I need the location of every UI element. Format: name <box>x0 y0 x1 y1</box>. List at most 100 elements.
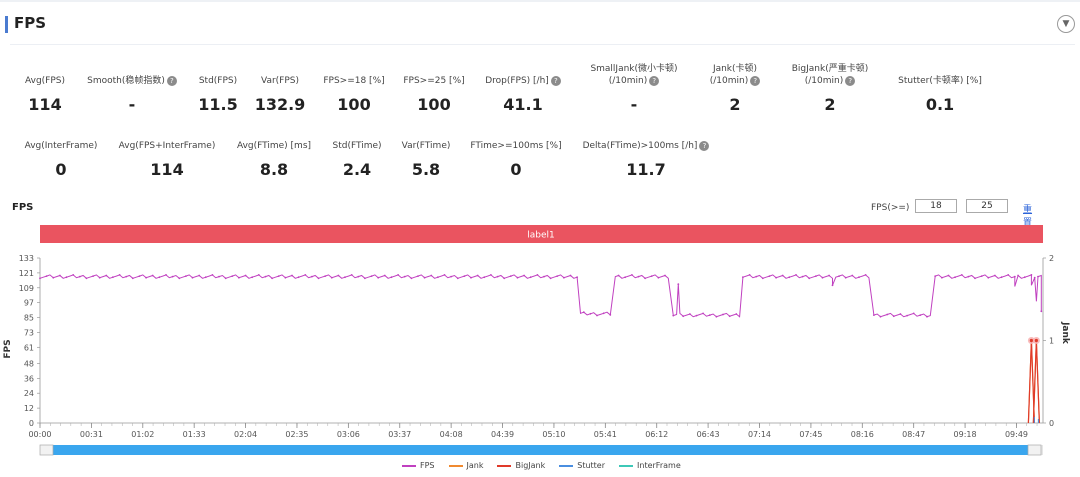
fps-point <box>702 312 704 315</box>
metric-value: - <box>128 95 136 114</box>
metric-label: BigJank(严重卡顿) (/10min)? <box>760 63 900 87</box>
fps-point <box>873 314 875 316</box>
scrollbar[interactable] <box>39 444 1043 456</box>
bigjank-marker <box>1034 338 1038 343</box>
fps-point <box>967 275 970 278</box>
y-tick-label: 36 <box>24 374 34 383</box>
fps-point <box>815 275 817 277</box>
scrollbar-range[interactable] <box>53 445 1028 455</box>
fps-point <box>589 312 592 315</box>
fps-point <box>828 274 830 277</box>
help-icon[interactable]: ? <box>845 75 856 86</box>
x-tick-label: 06:12 <box>645 430 668 439</box>
section-title: FPS <box>14 14 47 32</box>
fps-point <box>761 277 764 280</box>
fps-point <box>934 275 937 277</box>
y-tick-label: 0 <box>29 419 34 428</box>
metric-value: 2 <box>824 95 836 114</box>
fps-point <box>45 275 48 277</box>
legend-item[interactable]: FPS <box>402 461 435 470</box>
metric: FPS>=25 [%] 100 <box>364 75 504 114</box>
help-icon[interactable]: ? <box>649 75 660 86</box>
fps-point <box>297 276 300 279</box>
legend-swatch <box>402 464 416 467</box>
x-tick-label: 07:45 <box>799 430 822 439</box>
fps-point <box>443 274 446 276</box>
metric-label-text: FPS>=25 [%] <box>403 76 465 86</box>
metric-label: Avg(FPS) <box>0 75 115 87</box>
fps-point <box>926 315 928 318</box>
fps-point <box>496 275 499 278</box>
fps-point <box>350 274 353 276</box>
y-tick-label: 73 <box>24 328 34 337</box>
fps-point <box>748 274 751 276</box>
legend-item[interactable]: BigJank <box>497 461 545 470</box>
fps-point <box>463 275 466 277</box>
scroll-handle-left[interactable] <box>39 444 54 456</box>
fps-point <box>224 277 227 280</box>
help-icon[interactable]: ? <box>750 75 761 86</box>
help-icon[interactable]: ? <box>550 75 561 86</box>
fps-point <box>672 314 675 317</box>
metric-label: Var(FPS) <box>210 75 350 87</box>
scroll-handle-right[interactable] <box>1027 444 1042 456</box>
legend-item[interactable]: InterFrame <box>619 461 681 470</box>
metric-label-text: FTime>=100ms [%] <box>470 141 562 151</box>
fps-point <box>118 274 121 276</box>
fps-point <box>191 276 194 279</box>
fps-point <box>529 276 532 279</box>
legend-label: Stutter <box>577 461 606 470</box>
legend-item[interactable]: Stutter <box>559 461 605 470</box>
help-icon[interactable]: ? <box>699 140 710 151</box>
fps-point <box>324 275 327 277</box>
x-tick-label: 06:43 <box>697 430 720 439</box>
fps-point <box>556 275 559 277</box>
fps-point <box>158 276 161 279</box>
fps-point <box>204 276 207 279</box>
legend-label: FPS <box>420 461 435 470</box>
legend-item[interactable]: Jank <box>448 461 483 470</box>
label-bar-text: label1 <box>527 231 555 241</box>
metric: Stutter(卡顿率) [%] 0.1 <box>870 75 1010 114</box>
x-tick-label: 04:39 <box>491 430 514 439</box>
bigjank-spike <box>1032 340 1040 424</box>
fps-point <box>105 274 108 277</box>
fps-point <box>185 275 187 277</box>
metric-value: 0.1 <box>925 95 955 114</box>
fps-point <box>171 275 174 278</box>
fps-point <box>271 277 273 280</box>
fps-point <box>65 276 68 279</box>
metric-value: - <box>630 95 638 114</box>
fps-point <box>886 313 889 316</box>
help-icon[interactable]: ? <box>166 75 177 86</box>
y-tick-label: 61 <box>24 343 34 352</box>
metric-label-text: Drop(FPS) [/h] <box>485 76 549 86</box>
fps-point <box>1023 276 1026 279</box>
fps-threshold-input-2[interactable]: 25 <box>966 199 1008 213</box>
metric-label-text: BigJank(严重卡顿) <box>791 64 869 74</box>
metric-label-text: Avg(FPS+InterFrame) <box>118 141 216 151</box>
metric-label: Delta(FTime)>100ms [/h]? <box>576 140 716 152</box>
fps-point <box>582 311 585 314</box>
legend-swatch <box>619 464 634 467</box>
fps-point <box>112 276 114 279</box>
metric-value: 114 <box>150 160 184 179</box>
fps-point <box>617 274 620 277</box>
reset-link[interactable]: 重置 <box>1023 205 1033 228</box>
metric-value: 11.7 <box>626 160 666 179</box>
metric-label-unit: (/10min) <box>608 76 648 86</box>
fps-point <box>960 274 963 276</box>
fps-point <box>657 276 660 279</box>
fps-threshold-input-1[interactable]: 18 <box>915 199 957 213</box>
y-tick-label: 133 <box>19 254 34 263</box>
y-tick-label: 97 <box>24 299 34 308</box>
metric: Std(FTime) 2.4 <box>287 140 427 179</box>
fps-point <box>563 276 565 279</box>
fps-point <box>211 274 214 276</box>
metric-label: Std(FPS) <box>148 75 288 87</box>
x-tick-label: 04:08 <box>440 430 463 439</box>
chevron-down-icon[interactable]: ▼ <box>1057 15 1075 33</box>
x-tick-label: 00:31 <box>80 430 103 439</box>
metric-label-text: Var(FTime) <box>401 141 451 151</box>
